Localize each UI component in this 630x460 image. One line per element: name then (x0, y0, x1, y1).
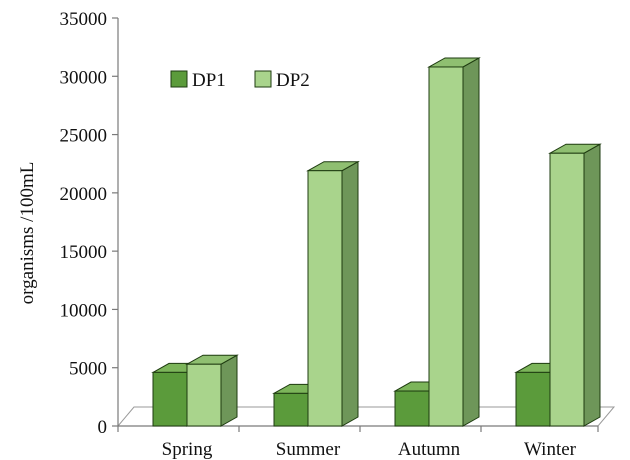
bar-dp2-spring (185, 354, 239, 427)
bar-dp2-winter (548, 143, 602, 427)
x-tick-label: Spring (162, 439, 213, 460)
y-tick-label: 25000 (60, 126, 108, 147)
legend: DP1 DP2 (170, 70, 310, 91)
bar-front (152, 371, 188, 427)
y-tick-label: 35000 (60, 9, 108, 30)
bar-front (273, 392, 309, 427)
legend-swatch-dp1 (170, 70, 188, 88)
bar-front (549, 152, 585, 427)
y-tick-label: 0 (98, 417, 108, 438)
y-tick-label: 30000 (60, 67, 108, 88)
bar-front (307, 170, 343, 427)
legend-swatch-dp2 (254, 70, 272, 88)
bar-side (220, 354, 238, 427)
y-tick-label: 10000 (60, 300, 108, 321)
x-tick-label: Autumn (398, 439, 461, 460)
x-tick-label: Winter (524, 439, 577, 460)
y-tick-label: 15000 (60, 242, 108, 263)
legend-label-dp1: DP1 (192, 70, 226, 91)
bar-front (428, 66, 464, 427)
bar-side (341, 160, 359, 427)
bar-front (186, 363, 222, 427)
bar-dp2-summer (306, 160, 360, 427)
bar-front (515, 371, 551, 427)
y-axis-label: organisms /100mL (17, 162, 38, 305)
bar-front (394, 390, 430, 427)
y-tick-label: 5000 (69, 359, 107, 380)
legend-label-dp2: DP2 (276, 70, 310, 91)
bar-dp2-autumn (427, 57, 481, 427)
x-tick-label: Summer (276, 439, 341, 460)
bar-side (583, 143, 601, 427)
y-tick-label: 20000 (60, 184, 108, 205)
bar-side (462, 57, 480, 427)
